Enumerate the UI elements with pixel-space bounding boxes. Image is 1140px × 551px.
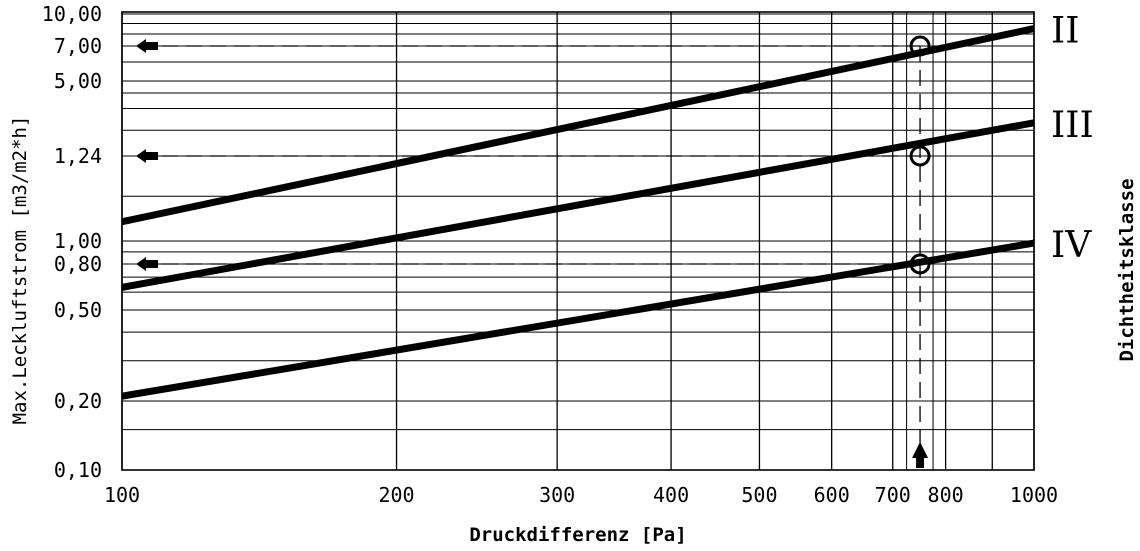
y-tick-label: 0,10 [54,458,102,482]
x-tick-label: 600 [814,483,850,507]
right-axis-title: Dichtheitsklasse [1116,178,1138,361]
y-tick-label: 1,00 [54,229,102,253]
reference-left-arrow [136,39,158,53]
series-label-iv: IV [1051,225,1092,266]
reference-left-arrow [136,257,158,271]
x-axis-title: Druckdifferenz [Pa] [469,524,686,546]
series-line-iii [121,119,1035,291]
series-line-ii [121,25,1035,226]
y-tick-label: 0,50 [54,298,102,322]
x-tick-label: 200 [378,483,414,507]
y-axis-title: Max.Leckluftstrom [m3/m2*h] [9,116,31,425]
x-tick-label: 400 [653,483,689,507]
y-tick-label: 7,00 [54,34,102,58]
x-tick-label: 500 [741,483,777,507]
x-tick-label: 700 [875,483,911,507]
x-tick-label: 300 [539,483,575,507]
x-tick-label: 800 [928,483,964,507]
y-tick-label: 0,80 [54,252,102,276]
series-label-iii: III [1051,105,1094,146]
series-line-iv [121,239,1035,400]
y-tick-label: 10,00 [42,2,102,26]
series-lines [121,25,1035,400]
reference-point-marker [909,145,931,167]
y-tick-label: 5,00 [54,69,102,93]
grid [121,11,1035,471]
reference-lines [136,35,931,468]
y-tick-label: 1,24 [54,144,102,168]
y-tick-label: 0,20 [54,389,102,413]
reference-left-arrow [136,149,158,163]
tick-labels: 100 200 300 400 500 600 700 800 1000 0,10 0,20 0,50… [42,2,1058,507]
reference-up-arrow [912,442,929,468]
x-tick-label: 1000 [1010,483,1058,507]
x-tick-label: 100 [104,483,140,507]
series-label-ii: II [1051,11,1079,52]
